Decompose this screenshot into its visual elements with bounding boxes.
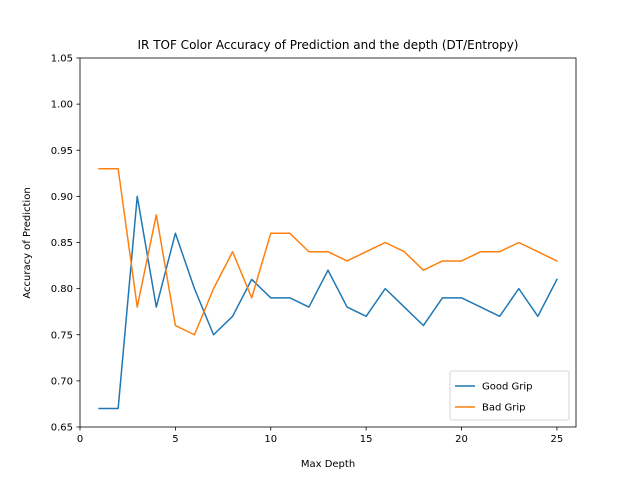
- y-tick-label: 0.90: [51, 192, 73, 203]
- y-tick-label: 0.70: [51, 376, 73, 387]
- y-axis-label: Accuracy of Prediction: [22, 187, 33, 298]
- legend-label: Bad Grip: [482, 403, 526, 414]
- x-axis-label: Max Depth: [301, 459, 355, 470]
- x-tick-label: 20: [455, 434, 468, 445]
- chart-title: IR TOF Color Accuracy of Prediction and …: [138, 38, 519, 52]
- x-tick-label: 25: [551, 434, 564, 445]
- legend: Good Grip Bad Grip: [449, 370, 570, 421]
- legend-label: Good Grip: [482, 382, 533, 393]
- y-tick-label: 0.85: [51, 238, 73, 249]
- y-tick-label: 0.80: [51, 284, 73, 295]
- series-line-bad-grip: [98, 167, 558, 336]
- x-tick-label: 15: [360, 434, 373, 445]
- y-tick-label: 1.05: [51, 54, 73, 65]
- y-tick-label: 0.75: [51, 330, 73, 341]
- plot-area: 0 5 10 15 20 25 0.65 0.70 0.75 0.80 0.85 0.90 0.95 1.…: [51, 54, 577, 445]
- y-tick-label: 1.00: [51, 100, 73, 111]
- x-tick-label: 5: [172, 434, 178, 445]
- y-tick-label: 0.95: [51, 146, 73, 157]
- legend-box: [449, 370, 570, 421]
- y-tick-label: 0.65: [51, 423, 73, 434]
- x-tick-label: 10: [264, 434, 277, 445]
- x-tick-label: 0: [77, 434, 83, 445]
- series-line-good-grip: [98, 195, 558, 410]
